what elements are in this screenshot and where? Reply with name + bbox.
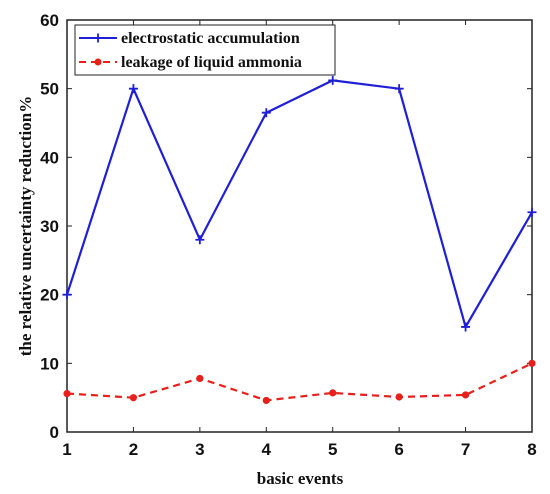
y-tick-label: 50 — [40, 80, 59, 99]
x-tick-label: 8 — [527, 440, 536, 459]
data-point — [196, 374, 204, 383]
legend-label-ammonia: leakage of liquid ammonia — [121, 54, 302, 71]
y-tick-label: 10 — [40, 354, 59, 373]
y-axis-label: the relative uncertainty reduction% — [16, 96, 35, 356]
data-point — [395, 393, 403, 401]
x-tick-label: 5 — [328, 440, 337, 459]
series-line-0 — [65, 79, 533, 328]
x-tick-label: 7 — [461, 440, 470, 459]
y-tick-label: 60 — [40, 11, 59, 30]
x-axis-label: basic events — [257, 469, 344, 488]
legend: electrostatic accumulation leakage of li… — [74, 24, 336, 76]
data-point — [62, 290, 72, 300]
legend-box — [74, 24, 336, 76]
x-tick-label: 1 — [62, 440, 71, 459]
data-point — [328, 75, 338, 85]
x-tick-label: 4 — [262, 440, 272, 459]
y-tick-label: 0 — [50, 423, 59, 442]
data-point — [262, 396, 270, 405]
x-tick-label: 2 — [129, 440, 138, 459]
data-point — [195, 235, 205, 245]
data-point — [527, 207, 537, 217]
legend-label-electrostatic: electrostatic accumulation — [121, 30, 300, 47]
data-point — [261, 108, 271, 118]
plot-area — [66, 19, 533, 433]
y-tick-label: 30 — [40, 217, 59, 236]
y-axis-ticks: 0 10 20 30 40 50 60 — [40, 11, 532, 442]
x-tick-label: 6 — [394, 440, 403, 459]
data-point — [528, 359, 536, 367]
legend-marker-plus — [93, 33, 103, 43]
data-point — [329, 389, 337, 397]
x-axis-ticks: 1 2 3 4 5 6 7 8 — [62, 20, 537, 459]
legend-marker-dot — [94, 58, 102, 66]
data-point — [128, 84, 138, 94]
y-tick-label: 20 — [40, 286, 59, 305]
data-point — [461, 391, 470, 399]
data-point — [63, 389, 71, 398]
data-point — [129, 394, 138, 402]
x-tick-label: 3 — [195, 440, 204, 459]
series-layer — [62, 75, 537, 405]
data-point — [461, 322, 471, 332]
series-line-1 — [66, 362, 533, 402]
y-tick-label: 40 — [40, 148, 59, 167]
data-point — [394, 84, 404, 94]
